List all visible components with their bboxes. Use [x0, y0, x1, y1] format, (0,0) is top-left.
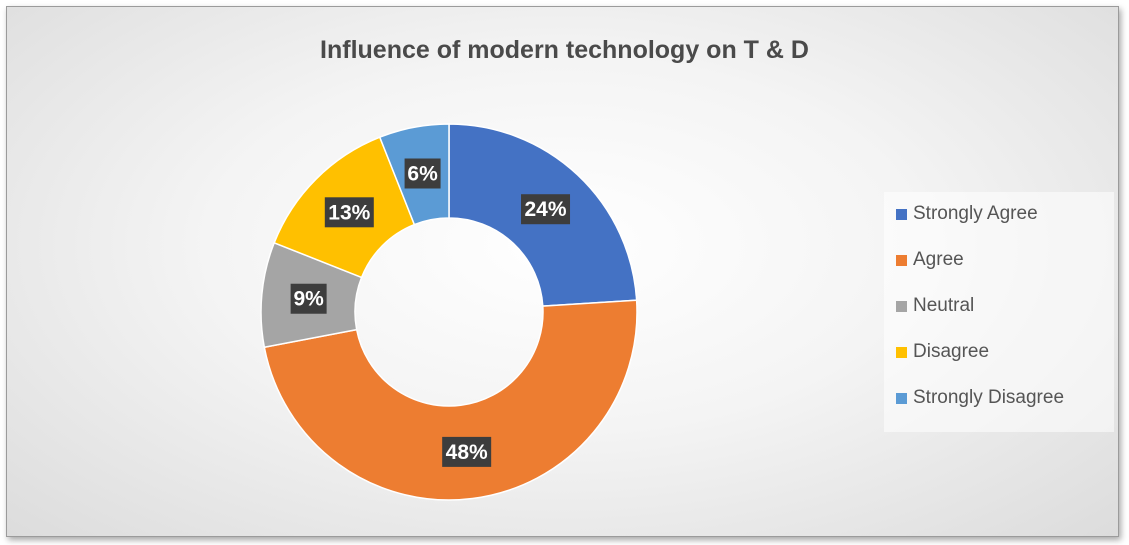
legend-item-neutral: Neutral — [896, 294, 974, 318]
data-label-neutral: 9% — [290, 283, 327, 314]
data-label-strongly-disagree: 6% — [404, 158, 441, 189]
legend-swatch — [896, 208, 907, 220]
legend-swatch — [896, 346, 907, 358]
data-label-text: 13% — [328, 201, 370, 224]
data-label-box — [324, 197, 374, 228]
legend-item-disagree: Disagree — [896, 340, 989, 364]
chart-title: Influence of modern technology on T & D — [320, 36, 809, 64]
legend-item-agree: Agree — [896, 248, 964, 272]
data-label-box — [404, 158, 441, 189]
data-label-text: 24% — [525, 198, 567, 221]
data-label-text: 48% — [446, 441, 488, 464]
data-label-box — [290, 283, 327, 314]
legend-item-strongly-disagree: Strongly Disagree — [896, 386, 1064, 410]
legend-swatch — [896, 392, 907, 404]
data-label-strongly-agree: 24% — [521, 194, 571, 225]
data-label-agree: 48% — [442, 436, 492, 467]
legend-label: Agree — [913, 249, 964, 270]
data-label-box — [442, 436, 492, 467]
data-label-text: 6% — [407, 162, 438, 185]
legend-label: Strongly Agree — [913, 203, 1038, 224]
legend-item-strongly-agree: Strongly Agree — [896, 202, 1038, 226]
data-label-disagree: 13% — [324, 197, 374, 228]
legend-swatch — [896, 254, 907, 266]
legend-label: Disagree — [913, 341, 990, 362]
legend-label: Strongly Disagree — [913, 387, 1065, 408]
legend-label: Neutral — [913, 295, 975, 316]
chart-legend: Strongly Agree Agree Neutral Disagree Strong… — [884, 192, 1114, 432]
data-label-box — [521, 194, 571, 225]
legend-swatch — [896, 300, 907, 312]
data-label-text: 9% — [293, 288, 324, 311]
slice-agree — [263, 299, 638, 501]
